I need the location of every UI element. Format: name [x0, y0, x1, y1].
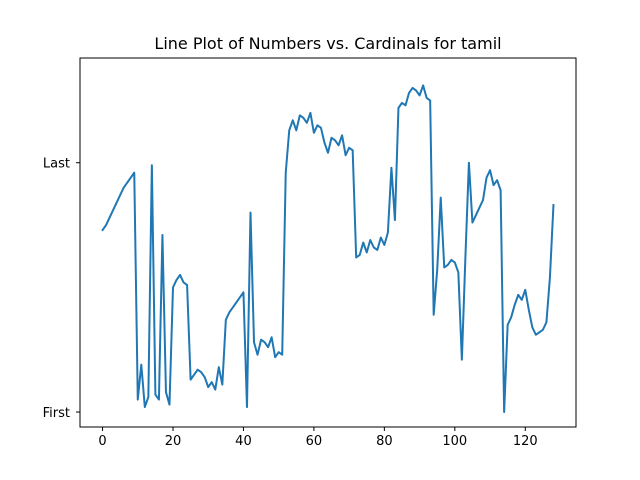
- plot-area: [101, 84, 555, 414]
- x-tick-label: 100: [442, 434, 467, 449]
- x-tick-label: 20: [165, 434, 182, 449]
- x-tick-label: 120: [513, 434, 538, 449]
- y-axis: First Last: [43, 157, 80, 421]
- chart-title: Line Plot of Numbers vs. Cardinals for t…: [154, 34, 501, 53]
- x-tick-label: 40: [235, 434, 252, 449]
- axes-frame: [79, 57, 577, 428]
- x-axis: 0 20 40 60 80 100 120: [98, 427, 538, 449]
- y-tick-label: First: [43, 406, 70, 421]
- series-line-tamil: [101, 84, 555, 414]
- x-tick-label: 60: [306, 434, 323, 449]
- x-tick-label: 0: [98, 434, 106, 449]
- y-tick-label: Last: [43, 157, 70, 172]
- x-tick-label: 80: [376, 434, 393, 449]
